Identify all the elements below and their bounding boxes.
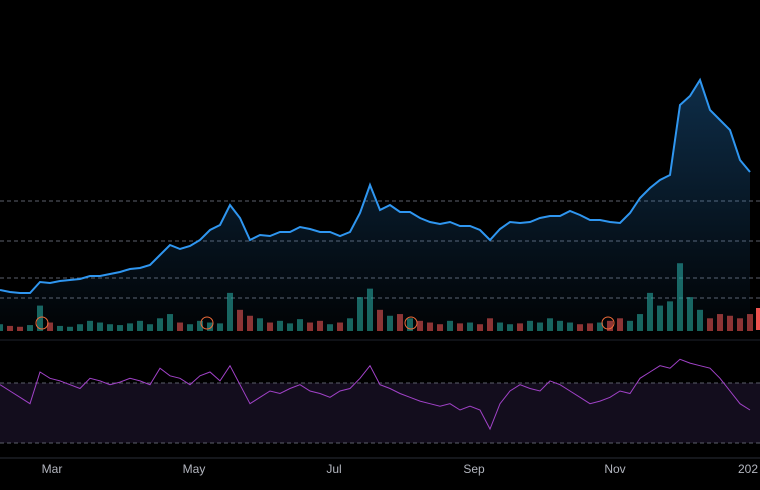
x-tick-label: Mar xyxy=(42,462,63,476)
earnings-icon xyxy=(200,316,214,330)
earnings-icon xyxy=(35,316,49,330)
x-tick-label: 202 xyxy=(738,462,758,476)
price-marker xyxy=(756,308,760,330)
price-area xyxy=(0,80,750,330)
x-tick-label: Jul xyxy=(326,462,341,476)
marks xyxy=(0,77,753,431)
rsi-line xyxy=(0,358,751,431)
x-tick-label: Sep xyxy=(463,462,485,476)
rsi-band xyxy=(0,383,760,443)
price-line xyxy=(0,77,751,294)
x-tick-label: May xyxy=(183,462,206,476)
x-tick-label: Nov xyxy=(604,462,625,476)
earnings-icon xyxy=(601,316,615,330)
earnings-markers xyxy=(35,316,615,330)
earnings-icon xyxy=(404,316,418,330)
